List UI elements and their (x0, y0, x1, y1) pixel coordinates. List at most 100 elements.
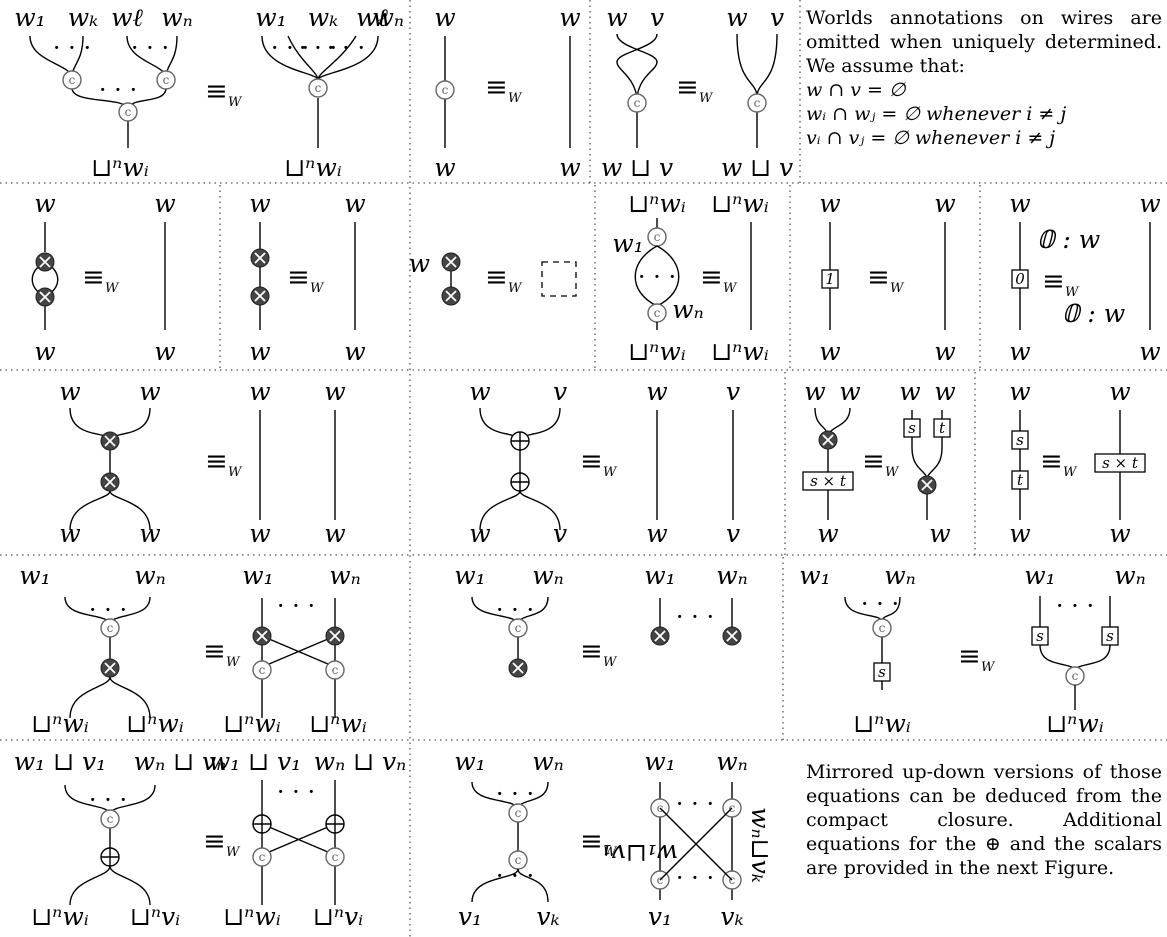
copy-node: c (252, 847, 272, 867)
scalar-rect (933, 418, 951, 438)
plus-cross (101, 848, 119, 866)
scalar-label: t (1017, 471, 1024, 489)
scalar-label: s × t (1102, 454, 1139, 472)
delete-node (441, 286, 461, 306)
scalar-rect (873, 662, 891, 682)
equiv-symbol: ≡ (676, 72, 699, 103)
delete-node (252, 626, 272, 646)
wire-label: ⊔ⁿwᵢ (91, 153, 149, 182)
copy-node: c (508, 803, 528, 823)
delete-node (35, 252, 55, 272)
equivalence-sign: ≡ W (82, 262, 120, 296)
copy-label: c (729, 801, 736, 815)
equivalence-sign: ≡ W (1040, 446, 1078, 480)
plus-cross (511, 432, 529, 450)
delete-cross (39, 291, 51, 303)
scalar-box: t (933, 418, 951, 438)
equivalence-sign: ≡ W (205, 76, 243, 110)
copy-label: c (125, 105, 132, 119)
wire-label: w (1009, 189, 1030, 218)
wire (517, 868, 549, 903)
copy-node: c (1065, 666, 1085, 686)
wire-label: wₙ (532, 561, 564, 590)
copy-node: c (647, 303, 667, 323)
copy-label: c (332, 850, 339, 864)
copy-node: c (435, 80, 455, 100)
copy-node: c (118, 102, 138, 122)
equiv-symbol: ≡ (205, 446, 228, 477)
plus-node (100, 847, 120, 867)
wire-label: w (1109, 377, 1130, 406)
equiv-symbol: ≡ (287, 262, 310, 293)
wire (926, 447, 943, 481)
equivalence-sign: ≡ W (862, 446, 900, 480)
wire-label: w (344, 189, 365, 218)
wire-label: ⊔ⁿvᵢ (130, 902, 180, 931)
wire-label: w (934, 337, 955, 366)
delete-cross (726, 630, 738, 642)
copy-node: c (62, 70, 82, 90)
equiv-symbol: ≡ (205, 76, 228, 107)
scalar-box: 1 (821, 269, 839, 289)
scalar-box: s (903, 418, 921, 438)
scalar-label: s (878, 663, 886, 681)
equivalence-sign: ≡ W (700, 262, 738, 296)
wire-label: wₙ (532, 747, 564, 776)
delete-cross (654, 630, 666, 642)
equivalence-sign: ≡ W (580, 636, 618, 670)
scalar-box: s (1101, 626, 1119, 646)
wire (261, 635, 336, 668)
wire-label: w₁ (454, 561, 485, 590)
copy-circle (252, 660, 272, 680)
copy-label: c (515, 853, 522, 867)
wire-label: w (804, 377, 825, 406)
wire-label: w₁ (19, 561, 50, 590)
plus-cross (326, 815, 344, 833)
copy-node: c (308, 78, 328, 98)
wire-label: w (726, 3, 747, 32)
equiv-subscript: W (228, 95, 243, 110)
copy-label: c (515, 806, 522, 820)
wire-label: wₙ (372, 3, 404, 32)
scalar-rect (1011, 269, 1029, 289)
delete-cross (822, 434, 834, 446)
copy-node: c (872, 618, 892, 638)
scalar-box: s (873, 662, 891, 682)
wire-label: wₖ (68, 3, 99, 32)
wire-label: w (817, 519, 838, 548)
wire-label: ⊔ⁿwᵢ (711, 189, 769, 218)
delete-cross (104, 435, 116, 447)
plus-node (510, 431, 530, 451)
delete-node (917, 475, 937, 495)
copy-circle (62, 70, 82, 90)
equiv-subscript: W (603, 655, 618, 670)
scalar-box: s (1031, 626, 1049, 646)
copy-label: c (634, 96, 641, 110)
wire (109, 676, 151, 719)
copy-label: c (654, 230, 661, 244)
wire-label: ⊔ⁿwᵢ (223, 709, 281, 738)
wire (736, 33, 758, 98)
equivalence-sign: ≡ W (485, 72, 523, 106)
wire-label: v (553, 377, 567, 406)
plus-node (510, 472, 530, 492)
equiv-subscript: W (1063, 465, 1078, 480)
wire (519, 490, 561, 531)
wire-label: w (929, 519, 950, 548)
wire-label: w (344, 337, 365, 366)
scalar-box: s × t (1094, 453, 1146, 473)
equivalence-sign: ≡ W (958, 641, 996, 675)
delete-cross (445, 256, 457, 268)
wire-label: wₙ (1114, 561, 1146, 590)
wire-label: w₁ (644, 561, 675, 590)
equiv-subscript: W (981, 660, 996, 675)
wire-label: w₁ (799, 561, 830, 590)
wire-label: ⊔ⁿwᵢ (309, 709, 367, 738)
plus-node (252, 814, 272, 834)
note-top-text: Worlds annotations on wires are omitted … (806, 7, 1162, 77)
wire-label: w (819, 337, 840, 366)
ellipsis: · · · (277, 778, 315, 806)
scalar-box: s × t (802, 471, 854, 491)
wire-label: w (34, 189, 55, 218)
wire-label: w (59, 377, 80, 406)
